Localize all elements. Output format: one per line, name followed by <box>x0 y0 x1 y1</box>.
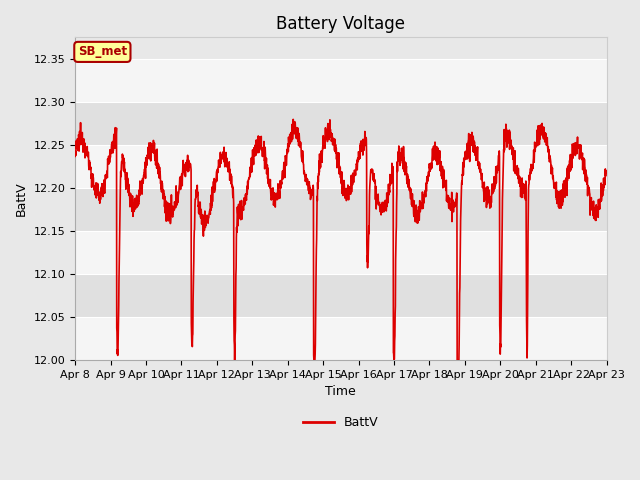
Bar <box>75 274 607 317</box>
Bar <box>75 102 607 145</box>
Bar <box>75 188 607 231</box>
Title: Battery Voltage: Battery Voltage <box>276 15 405 33</box>
Bar <box>75 231 607 274</box>
Bar <box>75 317 607 360</box>
Y-axis label: BattV: BattV <box>15 181 28 216</box>
Legend: BattV: BattV <box>298 411 384 434</box>
X-axis label: Time: Time <box>326 385 356 398</box>
Bar <box>75 59 607 102</box>
Bar <box>75 145 607 188</box>
Text: SB_met: SB_met <box>78 46 127 59</box>
